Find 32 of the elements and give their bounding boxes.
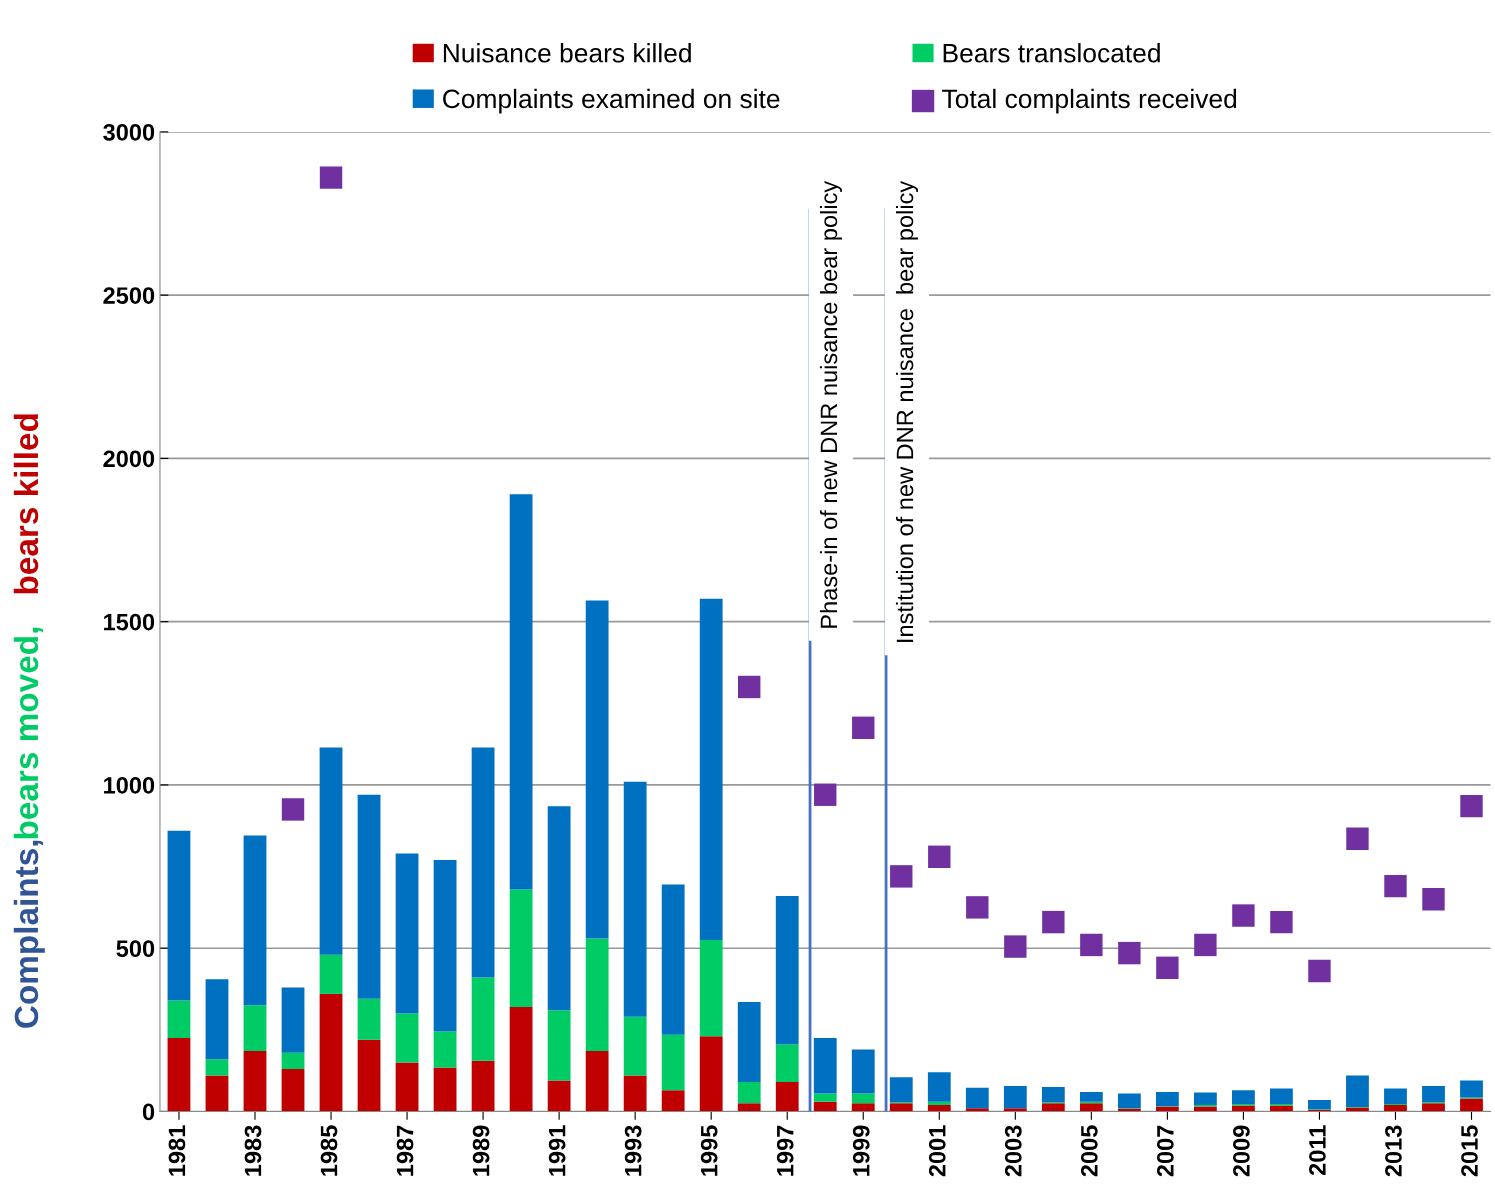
y-tick-label: 1500: [104, 613, 155, 631]
x-tick-label: 1989: [472, 1125, 490, 1176]
y-tick-label: 500: [116, 940, 155, 957]
x-tick-label: 1999: [852, 1125, 870, 1176]
ref-line-label: Phase-in of new DNR nuisance bear policy: [819, 180, 842, 628]
y-axis-title: Complaints,bears moved, bears killed: [13, 414, 45, 1028]
y-tick-label: 2500: [103, 287, 155, 304]
legend-label: Nuisance bears killed: [443, 43, 691, 63]
legend-label: Bears translocated: [943, 43, 1160, 63]
legend-label: Complaints examined on site: [443, 88, 780, 114]
y-tick-label: 0: [142, 1103, 155, 1121]
x-tick-label: 2003: [1004, 1125, 1022, 1177]
legend-label: Total complaints received: [942, 88, 1237, 114]
x-tick-label: 1995: [700, 1125, 718, 1176]
x-tick-label: 2013: [1385, 1125, 1402, 1177]
x-tick-label: 2007: [1157, 1125, 1174, 1177]
x-tick-label: 2001: [928, 1125, 946, 1177]
x-tick-label: 1987: [396, 1125, 414, 1176]
x-tick-label: 2009: [1233, 1125, 1250, 1177]
x-tick-label: 1983: [244, 1125, 262, 1176]
x-tick-label: 2015: [1461, 1125, 1478, 1177]
ref-line-label: Institution of new DNR nuisance bear policy: [895, 180, 918, 642]
x-tick-label: 2011: [1309, 1125, 1326, 1176]
x-tick-label: 1997: [776, 1125, 794, 1176]
x-tick-label: 1985: [320, 1125, 338, 1176]
y-tick-label: 2000: [103, 450, 155, 468]
x-tick-label: 1991: [548, 1125, 566, 1176]
y-tick-label: 1000: [104, 777, 155, 794]
x-tick-label: 2005: [1080, 1125, 1098, 1177]
x-tick-label: 1993: [624, 1125, 642, 1176]
x-tick-label: 1981: [168, 1125, 186, 1176]
y-tick-label: 3000: [103, 123, 155, 141]
